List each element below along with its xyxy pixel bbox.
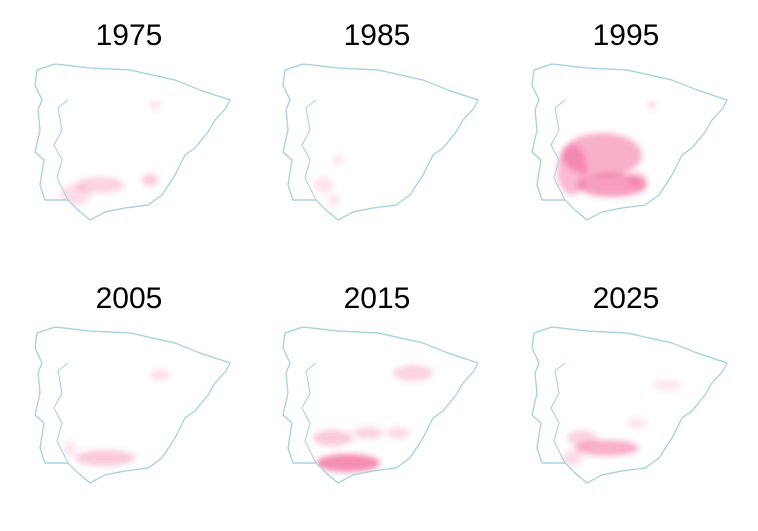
border [53, 362, 69, 464]
map-panel: 2025 [531, 282, 728, 484]
panel-title: 2005 [96, 282, 163, 315]
density-blob [557, 145, 587, 195]
density-blob [64, 440, 76, 456]
border [550, 362, 566, 464]
border [550, 99, 566, 201]
iberia-map [34, 63, 231, 221]
iberia-map [531, 326, 728, 484]
density [557, 101, 657, 197]
density-blob [327, 194, 339, 206]
coastline-outline [34, 63, 231, 221]
panel-title: 1975 [96, 19, 163, 52]
panel-title: 1995 [593, 19, 660, 52]
density-blob [149, 100, 161, 110]
density-blob [353, 427, 383, 439]
iberia-map [34, 326, 231, 484]
coastline [282, 63, 479, 221]
density-blob [75, 177, 125, 193]
border [301, 99, 317, 201]
map-panel: 2005 [34, 282, 231, 484]
coastline [531, 326, 728, 484]
panel-title: 2025 [593, 282, 660, 315]
coastline-outline [282, 63, 479, 221]
density-blob [652, 380, 682, 390]
iberia-map [282, 63, 479, 221]
coastline-outline [34, 326, 231, 484]
density [64, 370, 170, 466]
density-blob [313, 177, 333, 193]
density-blob [627, 172, 647, 188]
density-blob [150, 370, 170, 380]
density-blob [60, 185, 90, 205]
map-panel: 1995 [531, 19, 728, 221]
density-blob [316, 454, 380, 472]
border [301, 362, 317, 464]
coastline-outline [531, 326, 728, 484]
border [53, 99, 69, 201]
coastline-outline [531, 63, 728, 221]
density-blob [332, 155, 344, 165]
density-blob [627, 418, 647, 428]
panel-title: 2015 [344, 282, 411, 315]
density-blob [313, 430, 353, 446]
density-blob [647, 101, 657, 109]
density-blob [142, 174, 158, 186]
density [313, 365, 433, 472]
panel-title: 1985 [344, 19, 411, 52]
density-blob [75, 450, 135, 466]
iberia-map [531, 63, 728, 221]
density-blob [562, 450, 582, 466]
density-blob [567, 430, 597, 446]
coastline-outline [282, 326, 479, 484]
map-panel: 1975 [34, 19, 231, 221]
iberia-map [282, 326, 479, 484]
density-blob [393, 365, 433, 381]
coastline [282, 326, 479, 484]
density [562, 380, 682, 466]
density-blob [386, 427, 410, 439]
map-panel: 2015 [282, 282, 479, 484]
map-panel: 1985 [282, 19, 479, 221]
density [313, 155, 344, 206]
